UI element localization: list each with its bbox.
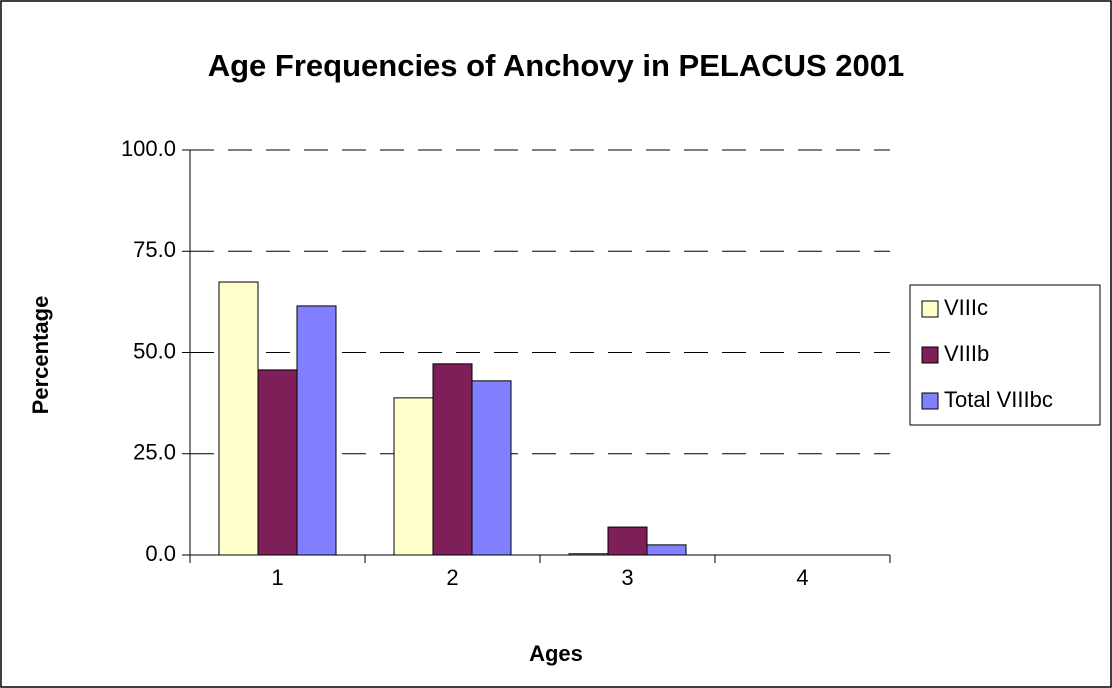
x-axis-label: Ages [529, 641, 583, 666]
bar [257, 369, 298, 556]
x-tick-label: 1 [271, 565, 283, 590]
bar [296, 305, 337, 556]
y-tick-label: 75.0 [133, 237, 176, 262]
x-tick-label: 3 [621, 565, 633, 590]
bar [646, 544, 687, 556]
bar [432, 363, 473, 556]
legend-label: VIIIc [944, 295, 988, 320]
y-axis-label: Percentage [28, 296, 53, 415]
y-tick-label: 100.0 [121, 136, 176, 161]
x-tick-label: 4 [796, 565, 808, 590]
y-tick-label: 0.0 [145, 541, 176, 566]
legend-label: Total VIIIbc [944, 387, 1053, 412]
y-tick-label: 25.0 [133, 440, 176, 465]
legend-swatch [921, 346, 939, 364]
legend-box [909, 284, 1101, 426]
legend-swatch [921, 392, 939, 410]
bar [471, 380, 512, 556]
legend-label: VIIIb [944, 341, 989, 366]
bar [607, 526, 648, 556]
chart-title: Age Frequencies of Anchovy in PELACUS 20… [208, 48, 905, 83]
bar [393, 397, 434, 556]
legend-swatch [921, 300, 939, 318]
y-tick-label: 50.0 [133, 338, 176, 363]
bar [218, 281, 259, 556]
x-tick-label: 2 [446, 565, 458, 590]
